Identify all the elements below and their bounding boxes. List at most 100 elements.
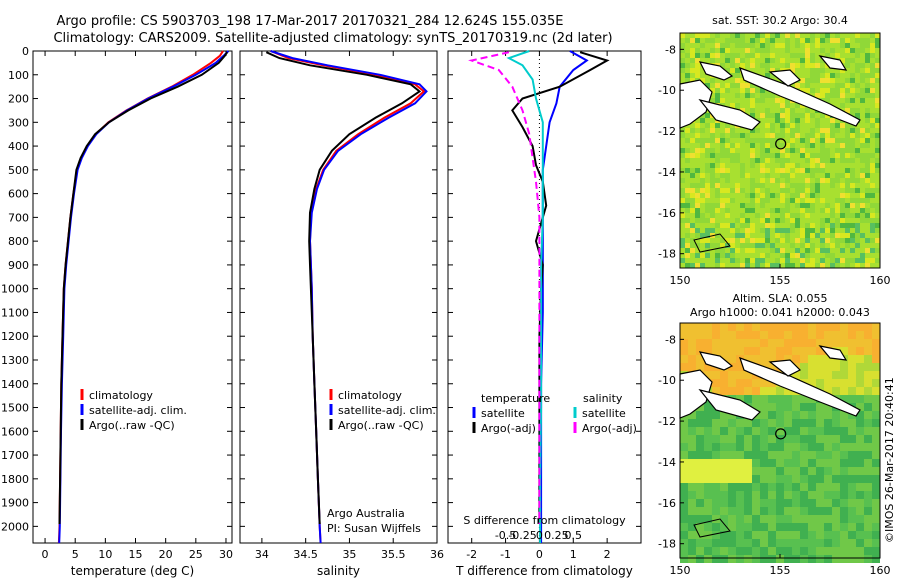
sla-map-cell xyxy=(680,339,688,347)
sst-map-cell xyxy=(790,138,795,143)
sla-map-cell xyxy=(856,355,864,363)
sst-map-cell xyxy=(750,63,755,68)
sal-xtick-label: 34 xyxy=(255,548,269,561)
sla-map-cell xyxy=(688,483,696,491)
sst-map-cell xyxy=(815,203,820,208)
sst-map-cell xyxy=(820,133,825,138)
sst-map-cell xyxy=(700,53,705,58)
sst-map-cell xyxy=(865,228,870,233)
sst-map-cell xyxy=(710,253,715,258)
sst-map-cell xyxy=(825,173,830,178)
sst-map-cell xyxy=(750,233,755,238)
sst-map-cell xyxy=(730,43,735,48)
sst-map-cell xyxy=(825,243,830,248)
sst-map-cell xyxy=(800,238,805,243)
sst-map-cell xyxy=(780,238,785,243)
diff-xlabel: T difference from climatology xyxy=(455,564,633,578)
temp-xtick-label: 30 xyxy=(219,548,233,561)
sst-map-cell xyxy=(870,103,875,108)
sst-map-cell xyxy=(795,248,800,253)
sla-map-cell xyxy=(848,419,856,427)
sla-map-cell xyxy=(840,323,848,331)
sla-map-cell xyxy=(848,475,856,483)
sst-map-cell xyxy=(725,93,730,98)
sst-map-cell xyxy=(680,263,685,268)
sla-map-cell xyxy=(680,435,688,443)
sst-map-cell xyxy=(730,248,735,253)
sla-map-subtitle: Argo h1000: 0.041 h2000: 0.043 xyxy=(690,306,870,319)
sst-map-cell xyxy=(730,218,735,223)
sst-map-cell xyxy=(845,173,850,178)
sla-map-cell xyxy=(800,515,808,523)
temp-xtick-label: 0 xyxy=(42,548,49,561)
sla-map-cell xyxy=(696,347,704,355)
sla-map-cell xyxy=(776,347,784,355)
sst-map-cell xyxy=(690,233,695,238)
sla-map-cell xyxy=(744,395,752,403)
sla-map-cell xyxy=(696,515,704,523)
sst-map-cell xyxy=(710,148,715,153)
sla-map-cell xyxy=(792,323,800,331)
sst-map-cell xyxy=(775,58,780,63)
sst-map-cell xyxy=(785,43,790,48)
sst-map-cell xyxy=(685,163,690,168)
sla-map-cell xyxy=(752,379,760,387)
sla-map-cell xyxy=(712,523,720,531)
sla-map-cell xyxy=(808,467,816,475)
sst-map-cell xyxy=(695,178,700,183)
sst-map-cell xyxy=(710,33,715,38)
sst-map-cell xyxy=(855,113,860,118)
sla-map-cell xyxy=(768,411,776,419)
sst-map-cell xyxy=(835,218,840,223)
sst-map-cell xyxy=(805,188,810,193)
sla-map-cell xyxy=(784,355,792,363)
sla-map-cell xyxy=(760,523,768,531)
sla-map-cell xyxy=(728,467,736,475)
sla-map-cell xyxy=(680,531,688,539)
sst-map-cell xyxy=(690,193,695,198)
sla-map-cell xyxy=(872,435,880,443)
sla-map-cell xyxy=(696,555,704,563)
sst-map-cell xyxy=(875,193,880,198)
sla-map-cell xyxy=(744,547,752,555)
sla-map-cell xyxy=(872,555,880,563)
sla-map-cell xyxy=(816,419,824,427)
sst-map-cell xyxy=(815,38,820,43)
sla-ytick-label: -18 xyxy=(658,538,676,551)
sst-map-cell xyxy=(780,183,785,188)
sla-map-cell xyxy=(720,467,728,475)
sla-map-cell xyxy=(776,531,784,539)
sst-map-cell xyxy=(830,193,835,198)
sst-map-cell xyxy=(875,213,880,218)
sst-map-cell xyxy=(725,88,730,93)
sla-map-cell xyxy=(688,539,696,547)
sst-map-cell xyxy=(710,93,715,98)
sst-map-cell xyxy=(870,53,875,58)
sst-map-cell xyxy=(705,143,710,148)
sst-map-cell xyxy=(865,53,870,58)
sst-map-cell xyxy=(690,243,695,248)
sst-map-cell xyxy=(780,43,785,48)
sst-map-cell xyxy=(720,183,725,188)
sst-map-cell xyxy=(700,248,705,253)
sst-map-cell xyxy=(855,258,860,263)
sst-map-cell xyxy=(700,148,705,153)
sst-map-cell xyxy=(855,108,860,113)
sst-map-cell xyxy=(700,183,705,188)
sla-map-cell xyxy=(728,539,736,547)
sla-map-cell xyxy=(776,323,784,331)
sla-map-cell xyxy=(784,483,792,491)
sst-map-cell xyxy=(810,123,815,128)
sst-map-cell xyxy=(740,108,745,113)
sst-map-cell xyxy=(820,128,825,133)
temp-ytick-label: 900 xyxy=(8,259,29,272)
sla-map-cell xyxy=(848,331,856,339)
sst-map-cell xyxy=(795,53,800,58)
sla-map-cell xyxy=(728,363,736,371)
sst-map-cell xyxy=(860,123,865,128)
sst-map-cell xyxy=(825,78,830,83)
sst-map-cell xyxy=(815,118,820,123)
sst-map-cell xyxy=(860,138,865,143)
sst-map-cell xyxy=(705,183,710,188)
sst-map-cell xyxy=(810,198,815,203)
